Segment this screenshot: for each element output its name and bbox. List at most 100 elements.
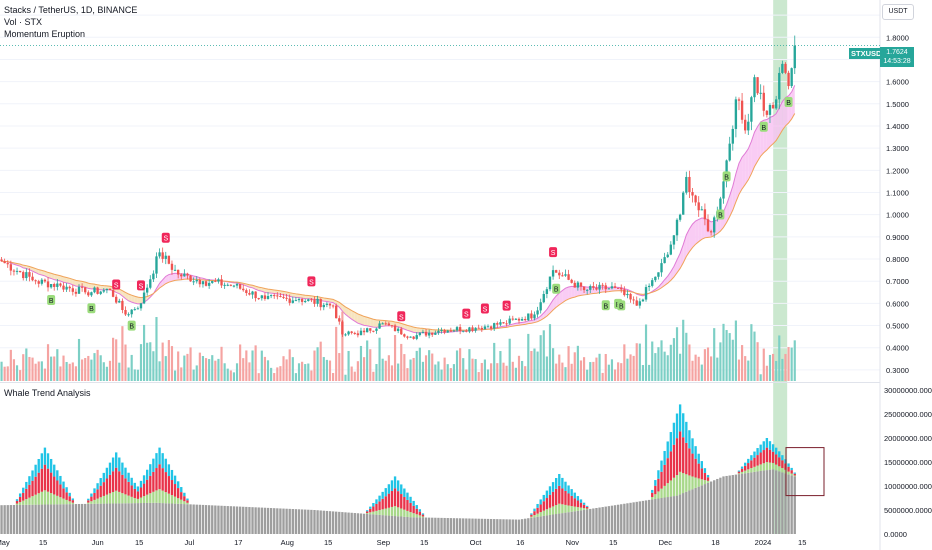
- candle-body: [53, 284, 56, 287]
- whale-base-bar: [536, 516, 539, 534]
- whale-green-bar: [183, 501, 186, 505]
- whale-base-bar: [304, 509, 307, 534]
- volume-bar: [731, 339, 734, 381]
- candle-body: [390, 325, 394, 327]
- candle-body: [338, 318, 341, 322]
- ema-cloud-segment: [82, 281, 86, 288]
- volume-bar: [737, 359, 741, 381]
- whale-base-bar: [784, 473, 787, 534]
- candle-body: [771, 105, 775, 109]
- ema-cloud-segment: [119, 289, 123, 296]
- candle-body: [567, 274, 570, 280]
- whale-cyan-bar: [787, 463, 790, 467]
- whale-base-bar: [118, 503, 121, 534]
- whale-red-bar: [167, 476, 171, 494]
- candle-body: [744, 119, 747, 131]
- whale-red-bar: [142, 483, 146, 497]
- volume-bar: [270, 367, 273, 381]
- candle-body: [65, 286, 68, 290]
- volume-bar: [406, 368, 409, 381]
- whale-base-bar: [678, 494, 682, 534]
- candle-body: [248, 293, 251, 295]
- ema-cloud-segment: [422, 328, 427, 334]
- candle-body: [273, 295, 276, 297]
- whale-base-bar: [539, 516, 542, 534]
- whale-red-bar: [666, 458, 669, 484]
- volume-bar: [307, 363, 310, 381]
- buy-signal-label: B: [619, 303, 624, 310]
- symbol-title[interactable]: Stacks / TetherUS, 1D, BINANCE: [4, 5, 138, 15]
- volume-bar: [573, 352, 576, 381]
- whale-base-bar: [77, 504, 81, 534]
- volume-bar: [46, 344, 50, 381]
- whale-green-bar: [139, 497, 143, 504]
- whale-red-bar: [158, 464, 161, 490]
- whale-red-bar: [130, 485, 133, 497]
- whale-pane-title[interactable]: Whale Trend Analysis: [4, 388, 91, 398]
- whale-green-bar: [561, 504, 564, 514]
- whale-base-bar: [592, 508, 595, 534]
- whale-cyan-bar: [31, 470, 34, 481]
- volume-bar: [12, 359, 16, 381]
- time-axis-label: 16: [516, 538, 524, 547]
- candle-body: [279, 295, 282, 297]
- whale-base-bar: [362, 513, 366, 534]
- volume-bar: [381, 358, 384, 381]
- volume-bar: [332, 373, 335, 381]
- whale-base-bar: [9, 505, 13, 534]
- volume-bar: [304, 364, 307, 381]
- volume-legend[interactable]: Vol · STX: [4, 17, 43, 27]
- candle-body: [220, 279, 223, 286]
- whale-green-bar: [685, 474, 688, 492]
- volume-bar: [570, 363, 573, 381]
- candle-body: [728, 143, 731, 161]
- volume-bar: [359, 345, 363, 381]
- candle-body: [204, 281, 208, 286]
- whale-base-bar: [440, 517, 443, 534]
- volume-bar: [765, 365, 768, 381]
- whale-green-bar: [409, 512, 412, 518]
- whale-base-bar: [189, 504, 192, 534]
- indicator-legend[interactable]: Momentum Eruption: [4, 29, 86, 39]
- candle-body: [647, 285, 651, 288]
- whale-base-bar: [164, 503, 167, 534]
- candle-body: [533, 314, 536, 319]
- volume-bar: [644, 324, 648, 381]
- whale-base-bar: [130, 503, 133, 534]
- volume-bar: [533, 348, 536, 381]
- whale-cyan-bar: [691, 438, 694, 454]
- whale-cyan-bar: [579, 499, 583, 503]
- whale-green-bar: [65, 499, 68, 505]
- volume-bar: [586, 369, 589, 381]
- candle-body: [139, 303, 143, 309]
- whale-cyan-bar: [778, 451, 781, 458]
- whale-base-bar: [195, 504, 198, 534]
- whale-green-bar: [688, 475, 691, 491]
- volume-bar: [703, 349, 706, 381]
- ema-cloud-segment: [429, 329, 433, 334]
- volume-bar: [15, 365, 19, 381]
- whale-cyan-bar: [15, 499, 19, 501]
- whale-red-bar: [672, 444, 676, 478]
- volume-bar: [613, 369, 617, 381]
- candle-body: [245, 290, 248, 294]
- volume-bar: [375, 364, 378, 381]
- whale-base-bar: [598, 507, 601, 534]
- volume-bar: [486, 369, 490, 381]
- whale-base-bar: [589, 508, 592, 534]
- candle-body: [9, 264, 13, 271]
- ema-cloud-segment: [565, 287, 569, 301]
- whale-red-bar: [15, 500, 19, 504]
- whale-base-bar: [595, 507, 598, 534]
- candle-body: [458, 327, 462, 332]
- candle-body: [499, 322, 502, 325]
- whale-base-bar: [737, 474, 741, 534]
- whale-base-bar: [300, 509, 304, 534]
- whale-cyan-bar: [121, 462, 124, 475]
- whale-base-bar: [260, 507, 263, 534]
- candle-body: [644, 287, 648, 300]
- whale-red-bar: [99, 485, 102, 498]
- candle-body: [660, 263, 663, 273]
- currency-button[interactable]: USDT: [882, 4, 914, 20]
- whale-base-bar: [418, 517, 422, 534]
